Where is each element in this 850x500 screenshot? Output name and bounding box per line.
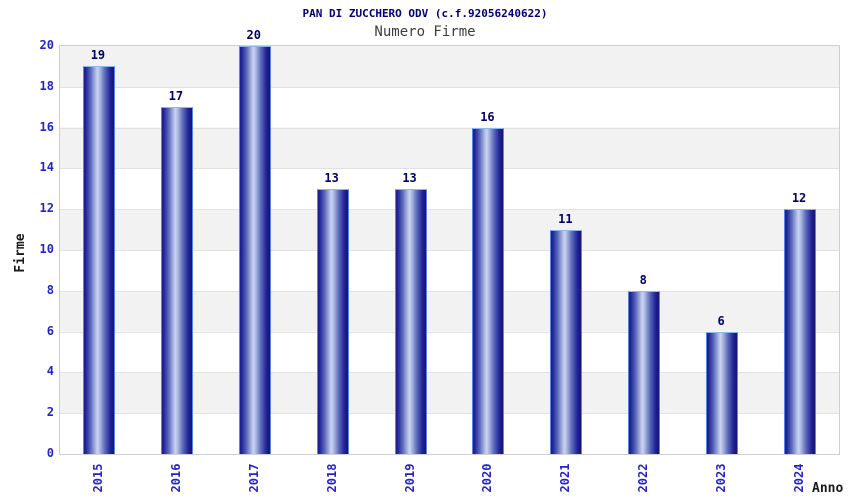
x-tick-label-2020: 2020 xyxy=(480,463,495,493)
bar-value-label-2018: 13 xyxy=(324,170,339,185)
x-tick-label-2023: 2023 xyxy=(714,463,729,493)
bar-2023 xyxy=(706,331,739,454)
gridline-y-12 xyxy=(60,209,839,211)
x-tick-label-2015: 2015 xyxy=(90,463,105,493)
gridline-y-8 xyxy=(60,290,839,292)
gridline-y-6 xyxy=(60,331,839,333)
bar-2022 xyxy=(628,290,661,454)
x-tick-label-2021: 2021 xyxy=(558,463,573,493)
y-tick-label-6: 6 xyxy=(46,323,54,338)
plot-area xyxy=(59,45,840,455)
bar-2018 xyxy=(316,188,349,454)
gridline-y-18 xyxy=(60,86,839,88)
y-tick-label-4: 4 xyxy=(46,364,54,379)
chart-title: PAN DI ZUCCHERO ODV (c.f.92056240622) xyxy=(302,7,548,20)
y-tick-label-2: 2 xyxy=(46,405,54,420)
bar-2019 xyxy=(394,188,427,454)
y-tick-label-14: 14 xyxy=(39,160,54,175)
x-tick-label-2019: 2019 xyxy=(402,463,417,493)
bar-value-label-2017: 20 xyxy=(246,28,261,42)
x-tick-label-2024: 2024 xyxy=(792,463,807,493)
x-tick-label-2017: 2017 xyxy=(246,463,261,493)
bar-2015 xyxy=(82,66,115,454)
bar-value-label-2023: 6 xyxy=(717,313,725,328)
gridline-y-14 xyxy=(60,168,839,170)
y-tick-label-18: 18 xyxy=(39,78,54,93)
bar-value-label-2021: 11 xyxy=(558,211,573,226)
bar-value-label-2024: 12 xyxy=(791,191,807,206)
x-tick-label-2016: 2016 xyxy=(168,463,183,493)
y-tick-label-20: 20 xyxy=(39,38,54,52)
x-tick-label-2022: 2022 xyxy=(636,463,651,493)
bar-2016 xyxy=(160,107,193,454)
bar-2021 xyxy=(550,229,583,454)
y-tick-label-12: 12 xyxy=(39,201,54,216)
gridline-y-16 xyxy=(60,127,839,129)
y-tick-label-16: 16 xyxy=(39,119,54,134)
chart-subtitle: Numero Firme xyxy=(374,24,476,40)
gridline-y-2 xyxy=(60,413,839,415)
bar-value-label-2022: 8 xyxy=(639,272,647,287)
gridline-y-4 xyxy=(60,372,839,374)
bar-2024 xyxy=(784,209,817,454)
x-axis-title: Anno xyxy=(812,481,844,496)
bar-value-label-2016: 17 xyxy=(168,89,184,104)
y-tick-label-0: 0 xyxy=(46,446,54,460)
bar-value-label-2015: 19 xyxy=(90,48,106,63)
gridline-y-10 xyxy=(60,250,839,251)
bar-2017 xyxy=(238,46,271,454)
bar-value-label-2020: 16 xyxy=(480,109,495,124)
bar-value-label-2019: 13 xyxy=(402,170,417,185)
bar-2020 xyxy=(472,127,505,454)
x-tick-label-2018: 2018 xyxy=(324,463,339,493)
y-tick-label-10: 10 xyxy=(39,242,54,256)
y-tick-label-8: 8 xyxy=(46,282,54,297)
